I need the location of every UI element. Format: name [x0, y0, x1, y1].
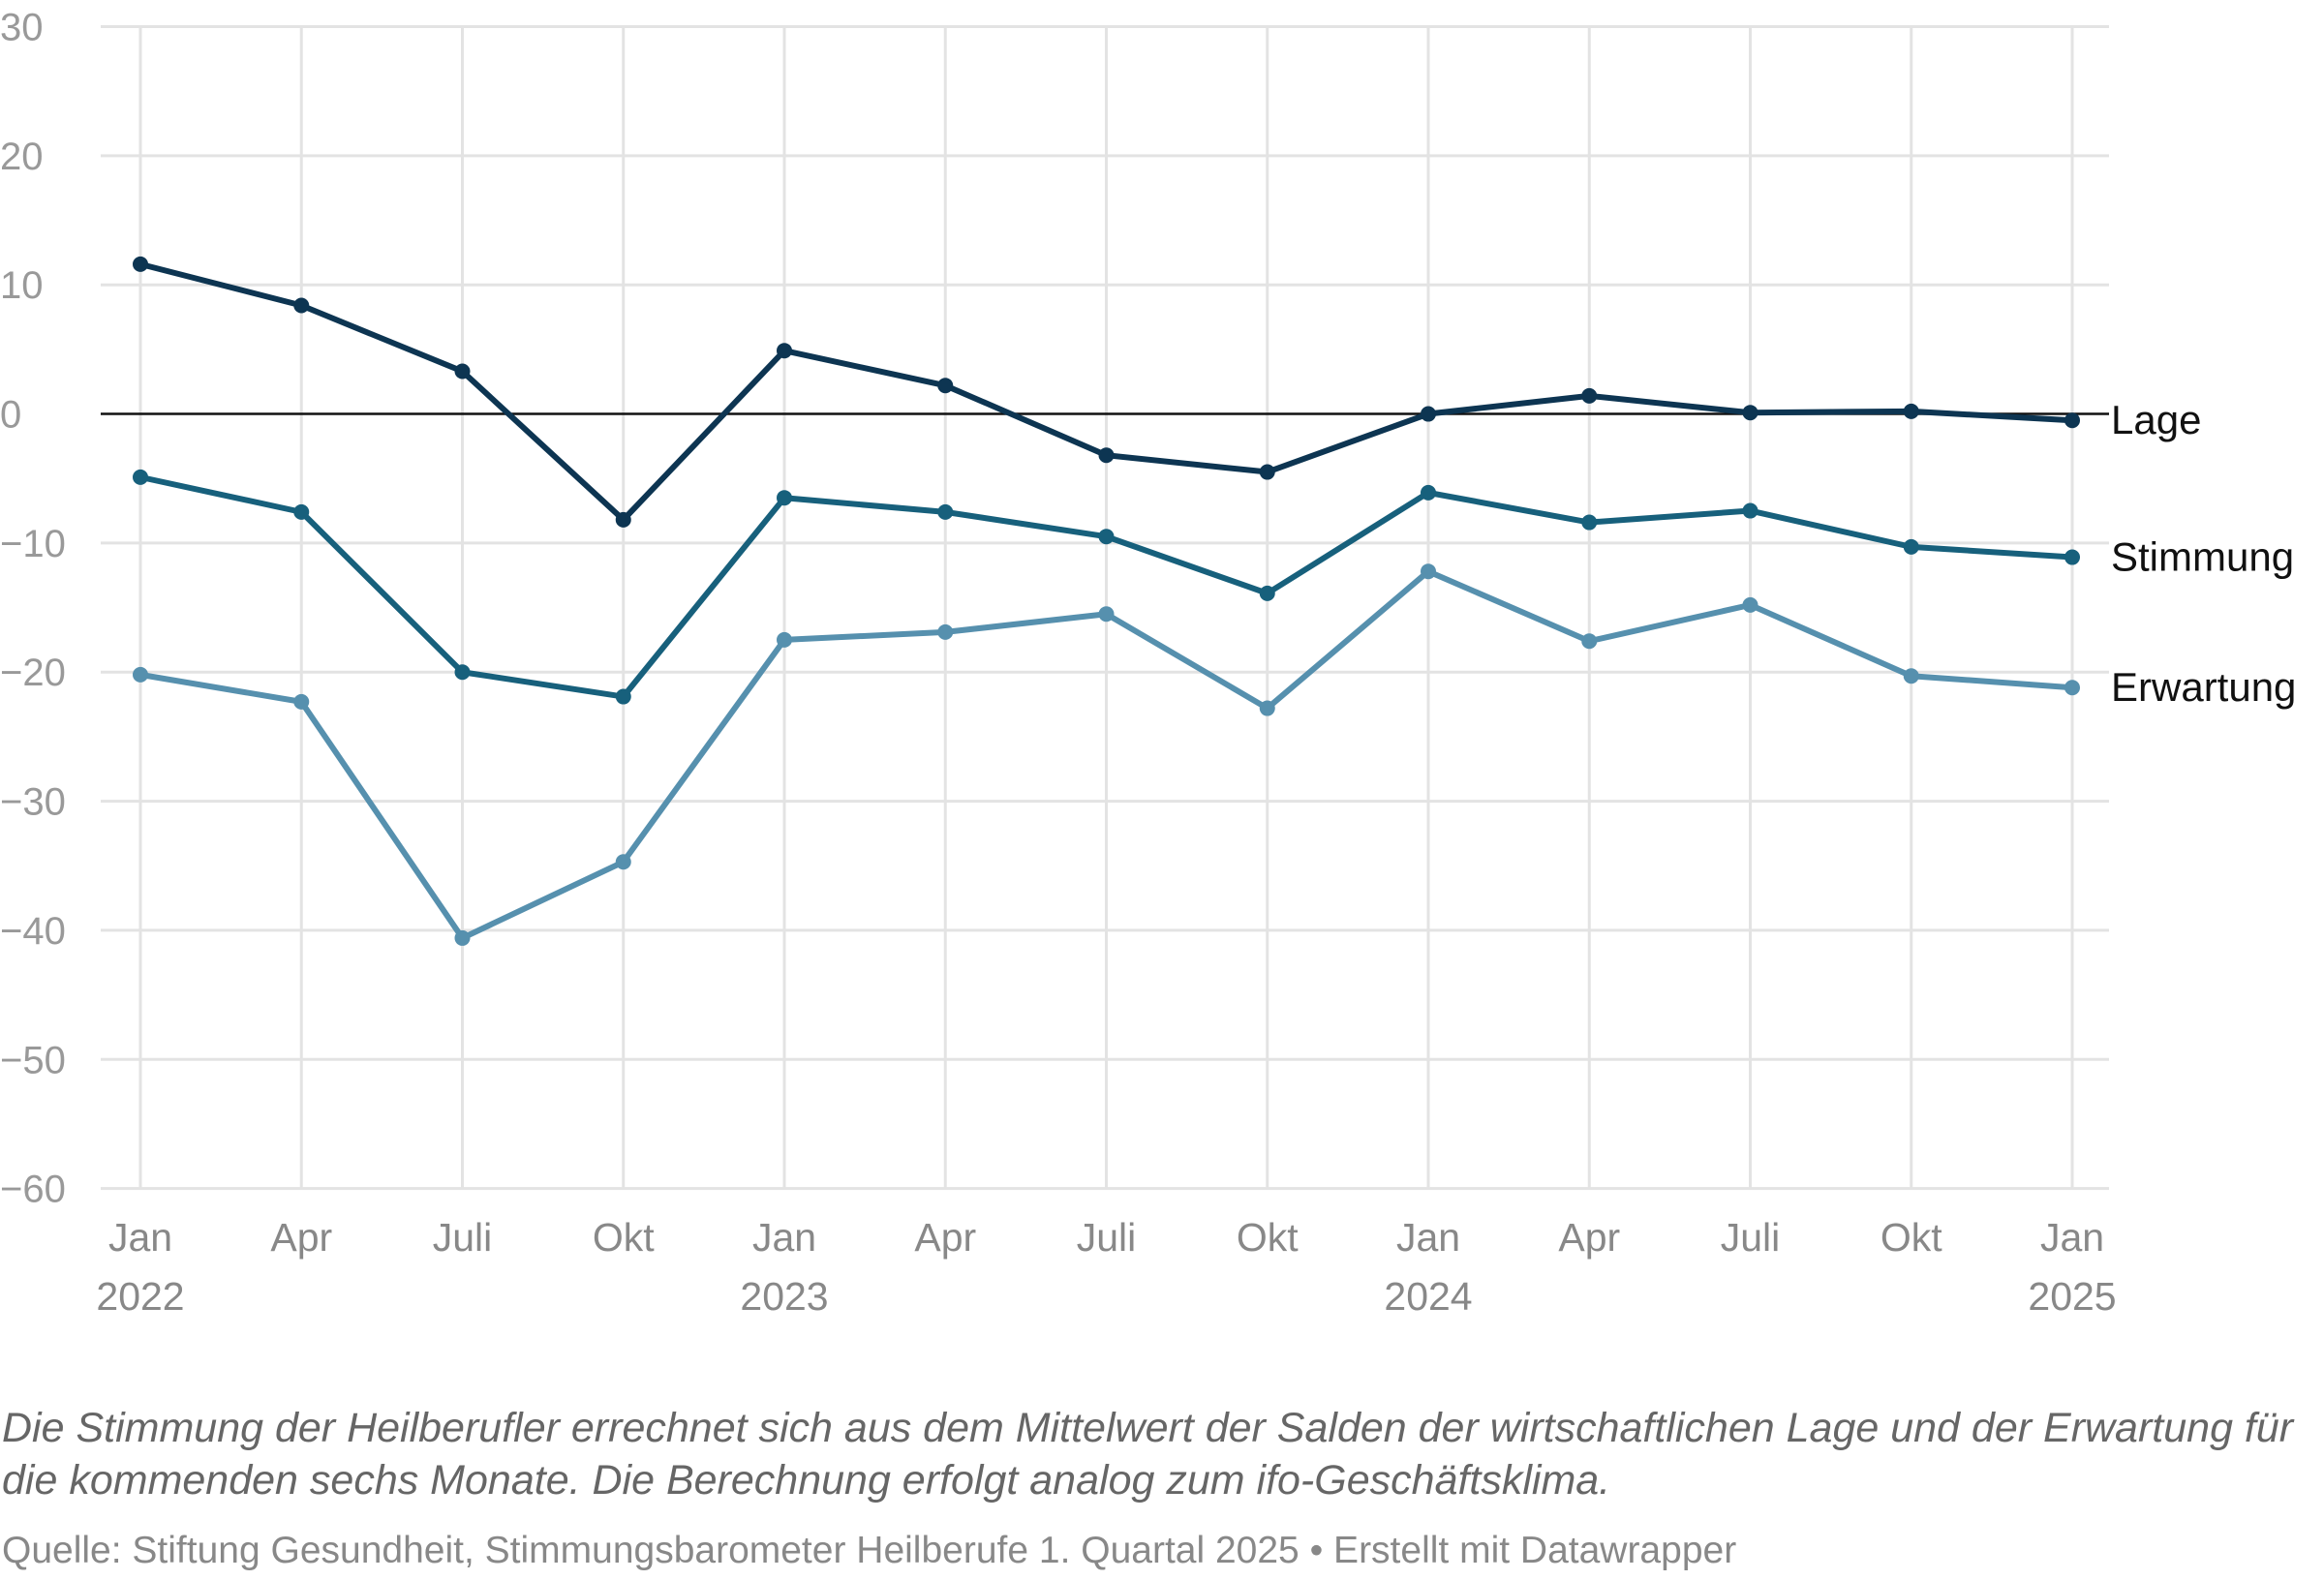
data-point-erwartung: [615, 854, 631, 870]
data-point-erwartung: [1581, 633, 1598, 650]
x-tick-year-label: 2022: [96, 1274, 184, 1319]
y-tick-label: 20: [0, 136, 44, 178]
line-chart: 30 20 10 0 −10 −20 −30 −40 −50 −60 Jan 2022 Apr Juli O…: [0, 7, 2296, 1320]
x-tick-label: Jan: [2040, 1215, 2104, 1260]
x-tick-label: Okt: [593, 1215, 655, 1260]
data-point-erwartung: [1098, 606, 1115, 623]
x-tick-label: Jan: [752, 1215, 816, 1260]
data-point-stimmung: [615, 688, 631, 705]
x-tick-label: Juli: [1721, 1215, 1781, 1260]
data-point-stimmung: [293, 503, 310, 520]
y-tick-label: 0: [0, 394, 21, 437]
x-tick-label: Juli: [433, 1215, 493, 1260]
data-point-lage: [1742, 405, 1758, 421]
y-tick-label: −40: [0, 910, 66, 953]
x-tick-label: Apr: [1558, 1215, 1620, 1260]
x-tick-label: Apr: [270, 1215, 332, 1260]
data-point-lage: [133, 256, 148, 272]
data-point-erwartung: [1742, 596, 1758, 613]
data-point-erwartung: [293, 693, 310, 710]
data-point-erwartung: [777, 631, 792, 648]
x-tick-label: Okt: [1237, 1215, 1299, 1260]
data-point-stimmung: [777, 490, 792, 506]
y-tick-label: 30: [0, 7, 44, 49]
x-tick-label: Jan: [1396, 1215, 1460, 1260]
chart-source: Quelle: Stiftung Gesundheit, Stimmungsba…: [2, 1530, 1737, 1571]
chart-notes: Die Stimmung der Heilberufler errechnet …: [2, 1405, 2294, 1504]
data-point-stimmung: [1098, 529, 1115, 545]
x-tick-label: Apr: [914, 1215, 976, 1260]
data-point-lage: [1098, 447, 1115, 464]
y-tick-label: 10: [0, 264, 44, 307]
data-point-lage: [1903, 403, 1919, 419]
data-point-erwartung: [454, 929, 471, 946]
y-tick-label: −30: [0, 781, 66, 824]
data-point-erwartung: [1421, 563, 1436, 580]
data-point-lage: [2064, 412, 2080, 429]
data-point-lage: [615, 511, 631, 528]
data-point-lage: [1259, 464, 1275, 480]
data-point-lage: [1421, 406, 1436, 422]
data-point-erwartung: [1259, 700, 1275, 716]
y-tick-label: −10: [0, 523, 66, 565]
x-tick-label: Jan: [108, 1215, 172, 1260]
series-label-lage: Lage: [2111, 397, 2201, 442]
data-point-lage: [293, 297, 310, 314]
x-tick-label: Okt: [1881, 1215, 1942, 1260]
series-label-erwartung: Erwartung: [2111, 664, 2296, 710]
data-point-erwartung: [1903, 668, 1919, 684]
data-point-lage: [937, 378, 954, 394]
data-point-stimmung: [2064, 549, 2080, 565]
data-point-erwartung: [2064, 680, 2080, 696]
x-tick-label: Juli: [1077, 1215, 1137, 1260]
data-point-stimmung: [1742, 502, 1758, 519]
data-point-lage: [777, 343, 792, 359]
data-point-stimmung: [1421, 484, 1436, 501]
x-tick-year-label: 2025: [2028, 1274, 2116, 1319]
data-point-stimmung: [1259, 585, 1275, 601]
data-point-erwartung: [937, 623, 954, 640]
x-tick-year-label: 2023: [740, 1274, 828, 1319]
series-label-stimmung: Stimmung: [2111, 534, 2294, 580]
y-tick-label: −60: [0, 1169, 66, 1211]
data-point-stimmung: [1581, 514, 1598, 531]
data-point-lage: [1581, 387, 1598, 404]
data-point-stimmung: [133, 469, 148, 485]
data-point-stimmung: [1903, 538, 1919, 555]
data-point-stimmung: [454, 664, 471, 681]
data-point-erwartung: [133, 666, 148, 683]
y-tick-label: −20: [0, 652, 66, 694]
y-tick-label: −50: [0, 1039, 66, 1081]
data-point-stimmung: [937, 503, 954, 520]
x-tick-year-label: 2024: [1384, 1274, 1472, 1319]
data-point-lage: [454, 363, 471, 380]
